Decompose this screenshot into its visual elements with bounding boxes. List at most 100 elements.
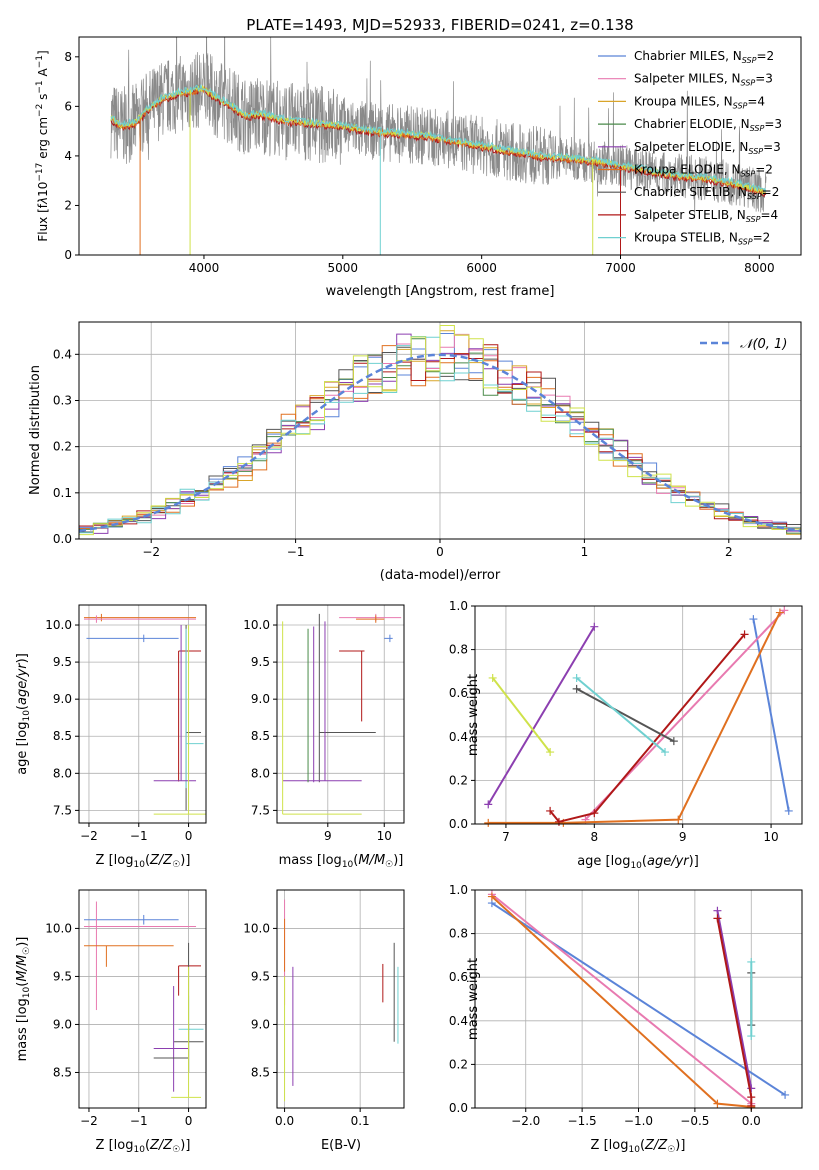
x-tick-label: 7000 <box>605 261 636 275</box>
x-tick-label: −1.5 <box>568 1114 597 1128</box>
age-vs-mass-plot-area <box>282 613 402 815</box>
y-tick-label: 7.5 <box>53 803 72 817</box>
y-tick-label: 0.6 <box>449 686 468 700</box>
y-tick-label: 9.0 <box>53 692 72 706</box>
mass-weight-point <box>747 957 756 966</box>
age-vs-mass-xlabel: mass [log10(M/M☉)] <box>279 853 404 870</box>
mass-vs-Z-panel: −2 −1 0 8.5 9.0 9.5 10.0 Z [log10(Z/Z☉)] mass … <box>15 889 207 1155</box>
y-tick-label: 7.5 <box>251 803 270 817</box>
y-tick-label: 9.0 <box>251 692 270 706</box>
mass-weight-point <box>484 800 493 809</box>
y-tick-label: 0.3 <box>53 393 72 407</box>
y-tick-label: 0.4 <box>53 347 72 361</box>
mass-weight-series-line <box>752 618 790 812</box>
y-tick-label: 0.6 <box>449 970 468 984</box>
y-tick-label: 0.0 <box>449 1101 468 1115</box>
legend-label: Kroupa ELODIE, NSSP=2 <box>634 163 773 179</box>
x-tick-label: 5000 <box>328 261 359 275</box>
mass-weight-series-line <box>576 687 675 743</box>
x-tick-label: −2.0 <box>511 1114 540 1128</box>
mass-weight-point <box>747 1093 756 1102</box>
y-tick-label: 0.4 <box>449 730 468 744</box>
mass-weight-vs-Z-panel: −2.0 −1.5 −1.0 −0.5 0.0 0.0 0.2 0.4 0.6 0.8 1.0 Z … <box>449 883 803 1155</box>
mass-weight-point <box>747 1084 756 1093</box>
y-tick-label: 8.5 <box>251 1065 270 1079</box>
y-tick-label: 8.0 <box>53 766 72 780</box>
y-tick-label: 9.5 <box>53 655 72 669</box>
age-vs-mass-ticks: 9 10 7.5 8.0 8.5 9.0 9.5 10.0 <box>243 618 392 843</box>
spectrum-ylabel: Flux [fλ10−17 erg cm−2 s−1 A−1] <box>35 50 50 241</box>
y-tick-label: 1.0 <box>449 599 468 613</box>
y-tick-label: 10.0 <box>45 618 72 632</box>
x-tick-label: 9 <box>324 829 332 843</box>
x-tick-label: −2 <box>80 1114 98 1128</box>
y-tick-label: 1.0 <box>449 883 468 897</box>
legend-label: Kroupa STELIB, NSSP=2 <box>634 231 770 247</box>
x-tick-label: 8000 <box>744 261 775 275</box>
residuals-plot-area <box>79 325 801 538</box>
y-tick-label: 0 <box>64 248 72 262</box>
x-tick-label: 2 <box>725 545 733 559</box>
mass-weight-point <box>780 606 789 615</box>
x-tick-label: −1.0 <box>624 1114 653 1128</box>
y-tick-label: 9.5 <box>251 969 270 983</box>
y-tick-label: 8 <box>64 50 72 64</box>
mass-weight-series-line <box>491 677 551 753</box>
x-tick-label: −1 <box>130 829 148 843</box>
x-tick-label: 0 <box>185 829 193 843</box>
x-tick-label: −1 <box>130 1114 148 1128</box>
age-vs-Z-xlabel: Z [log10(Z/Z☉)] <box>96 853 191 870</box>
mass-weight-series-line <box>575 677 666 753</box>
y-tick-label: 9.5 <box>53 969 72 983</box>
mass-weight-series-line <box>488 612 781 824</box>
legend-label: Chabrier MILES, NSSP=2 <box>634 49 774 65</box>
mass-weight-vs-age-plot-area <box>484 606 793 827</box>
mass-weight-vs-Z-xlabel: Z [log10(Z/Z☉)] <box>591 1138 686 1155</box>
x-tick-label: 7 <box>502 830 510 844</box>
mass-weight-point <box>590 622 599 631</box>
mass-vs-ebv-xlabel: E(B-V) <box>321 1138 361 1153</box>
x-tick-label: 10 <box>377 829 392 843</box>
legend-label: Salpeter STELIB, NSSP=4 <box>634 208 778 224</box>
residuals-xlabel: (data-model)/error <box>380 568 501 583</box>
y-tick-label: 2 <box>64 198 72 212</box>
legend-label: Salpeter MILES, NSSP=3 <box>634 72 773 88</box>
x-tick-label: 4000 <box>189 261 220 275</box>
age-vs-mass-grid <box>277 605 404 823</box>
spectrum-ticks: 4000 5000 6000 7000 8000 0 2 4 6 8 <box>64 50 774 275</box>
y-tick-label: 8.5 <box>251 729 270 743</box>
x-tick-label: 0 <box>185 1114 193 1128</box>
y-tick-label: 8.5 <box>53 1065 72 1079</box>
y-tick-label: 0.2 <box>449 1057 468 1071</box>
mass-weight-vs-Z-ticks: −2.0 −1.5 −1.0 −0.5 0.0 0.0 0.2 0.4 0.6 0.8 1.0 <box>449 883 761 1128</box>
x-tick-label: 10 <box>763 830 778 844</box>
mass-weight-point <box>661 748 670 757</box>
mass-weight-series-line <box>491 893 752 1105</box>
mass-weight-point <box>546 806 555 815</box>
mass-weight-point <box>784 806 793 815</box>
residuals-legend: 𝒩(0, 1) <box>700 337 787 352</box>
legend-label: Salpeter ELODIE, NSSP=3 <box>634 140 781 156</box>
mass-weight-point <box>572 673 581 682</box>
age-vs-Z-panel: −2 −1 0 7.5 8.0 8.5 9.0 9.5 10.0 Z [log10(Z/Z☉)]… <box>15 604 207 870</box>
mass-vs-Z-plot-area <box>83 901 204 1098</box>
mass-weight-point <box>590 809 599 818</box>
mass-weight-vs-age-ylabel: mass weight <box>466 674 481 756</box>
spectrum-xlabel: wavelength [Angstrom, rest frame] <box>326 284 555 299</box>
model-spectrum-line <box>110 84 767 193</box>
mass-weight-point <box>740 630 749 639</box>
x-tick-label: 0 <box>436 545 444 559</box>
mass-weight-point <box>713 906 722 915</box>
y-tick-label: 0.0 <box>449 817 468 831</box>
mass-weight-vs-age-panel: 7 8 9 10 0.0 0.2 0.4 0.6 0.8 1.0 age [log10(age/y… <box>449 599 803 871</box>
y-tick-label: 0.4 <box>449 1014 468 1028</box>
y-tick-label: 8.5 <box>53 729 72 743</box>
age-vs-Z-plot-area <box>83 613 206 815</box>
x-tick-label: 0.0 <box>275 1114 294 1128</box>
y-tick-label: 0.0 <box>53 532 72 546</box>
x-tick-label: −2 <box>80 829 98 843</box>
y-tick-label: 6 <box>64 99 72 113</box>
mass-weight-point <box>713 914 722 923</box>
mass-weight-point <box>674 815 683 824</box>
figure-title: PLATE=1493, MJD=52933, FIBERID=0241, z=0… <box>246 16 633 34</box>
